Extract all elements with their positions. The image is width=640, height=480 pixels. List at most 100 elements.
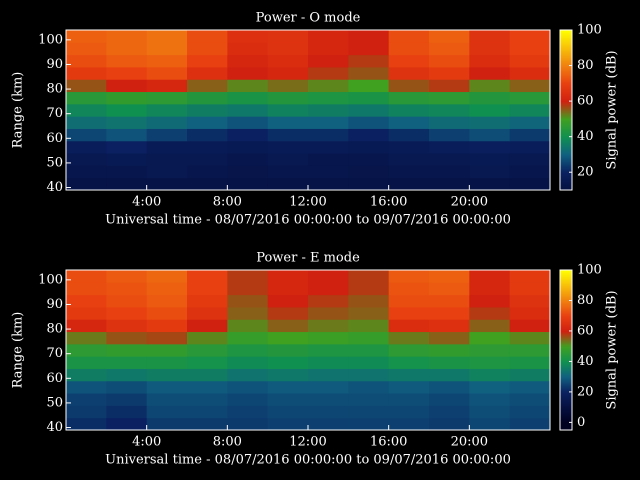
heatmap-cell	[429, 368, 470, 381]
heatmap-cell	[227, 92, 268, 105]
y-tick-label: 50	[46, 155, 63, 170]
heatmap-cell	[389, 30, 430, 43]
heatmap-cell	[187, 418, 228, 431]
colorbar-label: Signal power (dB)	[605, 290, 620, 409]
heatmap-cell	[308, 332, 349, 345]
heatmap-cell	[389, 418, 430, 431]
heatmap-cell	[469, 332, 510, 345]
heatmap-cell	[429, 332, 470, 345]
heatmap-cell	[227, 368, 268, 381]
heatmap-cell	[348, 393, 389, 406]
heatmap-cell	[187, 270, 228, 283]
heatmap-cell	[106, 270, 147, 283]
heatmap-cell	[187, 307, 228, 320]
heatmap-cell	[348, 307, 389, 320]
heatmap-cell	[348, 356, 389, 369]
heatmap-cell	[389, 79, 430, 92]
heatmap-cell	[469, 307, 510, 320]
heatmap-cell	[187, 79, 228, 92]
heatmap-cell	[106, 104, 147, 117]
heatmap-cell	[187, 42, 228, 55]
heatmap-cell	[348, 42, 389, 55]
heatmap-cell	[66, 30, 107, 43]
heatmap-cell	[66, 67, 107, 80]
heatmap-cell	[106, 165, 147, 178]
heatmap-cell	[66, 116, 107, 129]
heatmap-cell	[187, 356, 228, 369]
heatmap-cell	[308, 42, 349, 55]
heatmap-cell	[268, 319, 309, 332]
x-tick-label: 4:00	[132, 435, 161, 450]
colorbar-tick-label: 60	[577, 323, 594, 338]
y-tick-label: 70	[46, 346, 63, 361]
heatmap-cell	[510, 368, 551, 381]
heatmap-cell	[227, 418, 268, 431]
heatmap-cell	[510, 165, 551, 178]
colorbar-tick-label: 60	[577, 94, 594, 109]
heatmap-cell	[510, 295, 551, 308]
heatmap-cell	[429, 104, 470, 117]
heatmap-cell	[469, 393, 510, 406]
heatmap-cell	[389, 381, 430, 394]
heatmap-cell	[227, 381, 268, 394]
heatmap-cell	[389, 128, 430, 141]
y-tick-label: 60	[46, 371, 63, 386]
heatmap-cell	[389, 319, 430, 332]
heatmap-cell	[348, 153, 389, 166]
heatmap-cell	[469, 141, 510, 154]
y-axis-label: Range (km)	[11, 72, 26, 149]
heatmap-cell	[389, 368, 430, 381]
heatmap-cell	[147, 153, 188, 166]
heatmap-cell	[147, 104, 188, 117]
y-tick-label: 100	[38, 32, 63, 47]
heatmap-cell	[147, 178, 188, 191]
heatmap-cell	[106, 30, 147, 43]
heatmap-cell	[308, 368, 349, 381]
heatmap-cell	[187, 381, 228, 394]
heatmap-cell	[147, 282, 188, 295]
heatmap-cell	[348, 92, 389, 105]
heatmap-cell	[389, 42, 430, 55]
heatmap-cell	[469, 344, 510, 357]
heatmap-cell	[227, 55, 268, 68]
heatmap-cell	[308, 55, 349, 68]
colorbar-tick-label: 20	[577, 384, 594, 399]
heatmap-cell	[147, 307, 188, 320]
heatmap-cell	[66, 405, 107, 418]
heatmap-cell	[106, 295, 147, 308]
heatmap-cell	[429, 393, 470, 406]
heatmap-cell	[389, 282, 430, 295]
heatmap-cell	[268, 153, 309, 166]
heatmap-cell	[429, 153, 470, 166]
heatmap-cell	[106, 92, 147, 105]
heatmap-cell	[429, 30, 470, 43]
heatmap-cell	[268, 270, 309, 283]
heatmap-cell	[268, 307, 309, 320]
heatmap-cell	[187, 30, 228, 43]
heatmap-cell	[66, 128, 107, 141]
heatmap-cell	[510, 104, 551, 117]
heatmap-cell	[187, 282, 228, 295]
heatmap-cell	[510, 67, 551, 80]
heatmap-cell	[187, 116, 228, 129]
heatmap-cell	[106, 393, 147, 406]
heatmap-cell	[429, 79, 470, 92]
y-tick-label: 80	[46, 322, 63, 337]
heatmap-cell	[187, 178, 228, 191]
heatmap-cell	[469, 79, 510, 92]
y-axis-label: Range (km)	[11, 312, 26, 389]
heatmap-cell	[268, 30, 309, 43]
heatmap-cell	[106, 381, 147, 394]
heatmap-cell	[510, 319, 551, 332]
colorbar-tick-label: 100	[577, 23, 602, 38]
heatmap-cell	[308, 116, 349, 129]
heatmap-cell	[268, 79, 309, 92]
heatmap-cell	[469, 418, 510, 431]
heatmap-cell	[147, 141, 188, 154]
heatmap-cell	[429, 141, 470, 154]
x-tick-label: 4:00	[132, 195, 161, 210]
heatmap-cell	[389, 178, 430, 191]
colorbar-tick-label: 100	[577, 263, 602, 278]
x-tick-label: 12:00	[289, 195, 326, 210]
heatmap-cell	[429, 418, 470, 431]
